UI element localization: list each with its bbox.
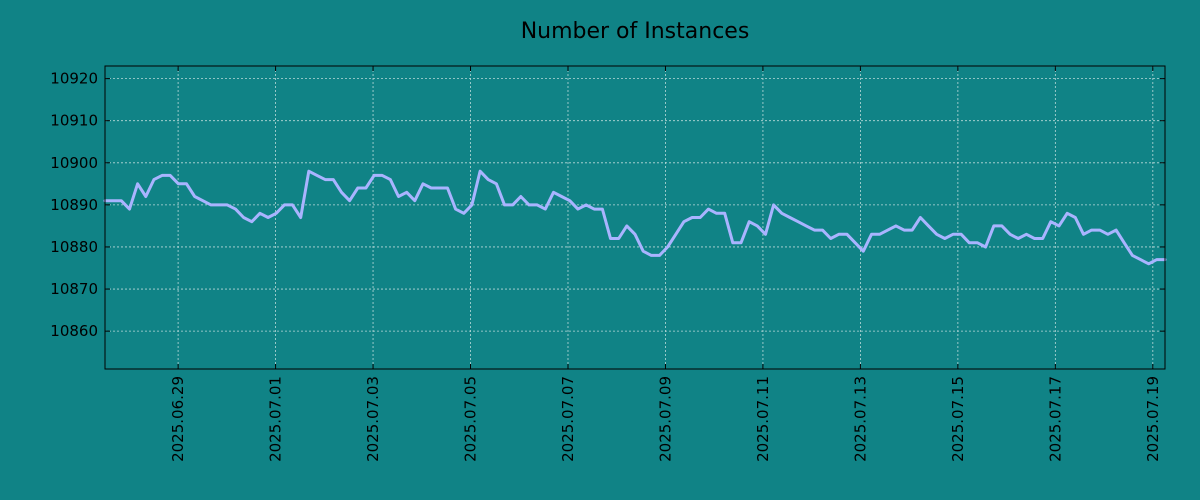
chart-title: Number of Instances xyxy=(521,19,750,44)
y-tick-label: 10920 xyxy=(50,70,98,88)
y-tick-label: 10860 xyxy=(50,322,98,340)
x-tick-label: 2025.07.03 xyxy=(364,376,382,462)
y-tick-label: 10880 xyxy=(50,238,98,256)
x-tick-label: 2025.07.07 xyxy=(559,376,577,462)
y-tick-label: 10910 xyxy=(50,112,98,130)
x-tick-label: 2025.07.15 xyxy=(949,376,967,462)
x-tick-label: 2025.06.29 xyxy=(169,376,187,462)
series-line xyxy=(103,169,1167,266)
y-axis: 10860 10870 10880 10890 10900 10910 10920 xyxy=(50,70,1165,340)
x-tick-label: 2025.07.05 xyxy=(462,376,480,462)
y-tick-label: 10890 xyxy=(50,196,98,214)
y-tick-label: 10900 xyxy=(50,154,98,172)
x-tick-label: 2025.07.01 xyxy=(267,376,285,462)
x-axis: 2025.06.29 2025.07.01 2025.07.03 2025.07.05… xyxy=(169,66,1162,462)
x-tick-label: 2025.07.09 xyxy=(656,376,674,462)
y-tick-label: 10870 xyxy=(50,280,98,298)
x-tick-label: 2025.07.17 xyxy=(1046,376,1064,462)
plot-area-frame xyxy=(104,65,1166,370)
x-tick-label: 2025.07.19 xyxy=(1144,376,1162,462)
series-layer xyxy=(103,169,1167,266)
x-tick-label: 2025.07.11 xyxy=(754,376,772,462)
x-tick-label: 2025.07.13 xyxy=(851,376,869,462)
grid-lines xyxy=(105,66,1165,369)
